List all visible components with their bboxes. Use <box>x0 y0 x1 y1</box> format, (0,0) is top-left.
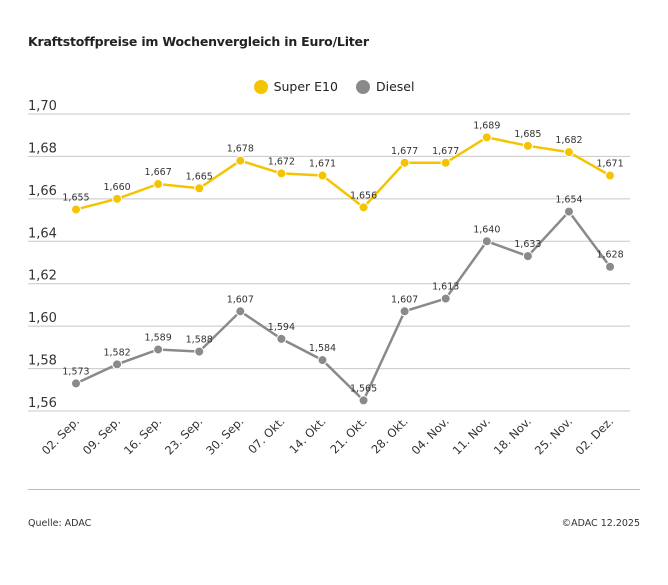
data-label: 1,613 <box>432 282 459 293</box>
data-label: 1,633 <box>514 239 541 250</box>
data-label: 1,640 <box>473 224 500 235</box>
data-point <box>440 157 451 168</box>
x-tick-label: 02. Dez. <box>573 414 617 458</box>
data-label: 1,607 <box>391 294 418 305</box>
data-label: 1,582 <box>103 347 130 358</box>
data-point <box>276 333 287 344</box>
data-label: 1,677 <box>432 146 459 157</box>
data-label: 1,671 <box>596 159 623 170</box>
data-point <box>563 206 574 217</box>
y-tick-label: 1,70 <box>28 99 57 114</box>
chart-title: Kraftstoffpreise im Wochenvergleich in E… <box>28 34 369 49</box>
data-point <box>276 168 287 179</box>
data-label: 1,565 <box>350 383 377 394</box>
data-point <box>235 306 246 317</box>
legend-swatch <box>355 79 370 94</box>
legend-label: Diesel <box>375 79 415 94</box>
y-tick-label: 1,66 <box>28 184 57 199</box>
data-label: 1,584 <box>309 343 336 354</box>
y-tick-label: 1,60 <box>28 311 57 326</box>
data-point <box>399 157 410 168</box>
data-point <box>440 293 451 304</box>
x-tick-label: 07. Okt. <box>245 414 287 456</box>
data-point <box>522 251 533 262</box>
x-tick-label: 02. Sep. <box>39 414 82 457</box>
data-label: 1,677 <box>391 146 418 157</box>
data-label: 1,656 <box>350 190 377 201</box>
x-tick-label: 28. Okt. <box>368 414 410 456</box>
data-point <box>522 140 533 151</box>
data-label: 1,660 <box>103 182 130 193</box>
y-tick-label: 1,64 <box>28 226 57 241</box>
legend-item-diesel: Diesel <box>355 79 415 94</box>
data-point <box>399 306 410 317</box>
x-tick-label: 14. Okt. <box>286 414 328 456</box>
y-tick-label: 1,56 <box>28 396 57 411</box>
data-label: 1,667 <box>145 167 172 178</box>
source-note: Quelle: ADAC <box>28 518 92 529</box>
data-point <box>235 155 246 166</box>
divider <box>28 489 640 490</box>
x-tick-label: 23. Sep. <box>162 414 205 457</box>
data-point <box>563 147 574 158</box>
copyright-note: ©ADAC 12.2025 <box>561 518 640 529</box>
data-point <box>71 204 81 215</box>
data-point <box>194 346 205 357</box>
data-label: 1,588 <box>186 335 213 346</box>
data-label: 1,654 <box>555 195 582 206</box>
data-label: 1,594 <box>268 322 295 333</box>
x-tick-label: 09. Sep. <box>80 414 123 457</box>
x-tick-label: 18. Nov. <box>491 414 534 457</box>
x-tick-label: 21. Okt. <box>327 414 369 456</box>
legend-item-super-e10: Super E10 <box>253 79 338 94</box>
data-point <box>112 359 123 370</box>
data-label: 1,573 <box>62 366 89 377</box>
data-point <box>605 261 616 272</box>
y-tick-label: 1,62 <box>28 269 57 284</box>
data-label: 1,655 <box>62 192 89 203</box>
data-point <box>481 236 492 247</box>
x-tick-label: 25. Nov. <box>532 414 575 457</box>
data-label: 1,682 <box>555 135 582 146</box>
legend-swatch <box>253 79 268 94</box>
x-tick-label: 16. Sep. <box>121 414 164 457</box>
data-point <box>194 183 205 194</box>
data-point <box>317 170 328 181</box>
x-tick-label: 11. Nov. <box>450 414 493 457</box>
legend-label: Super E10 <box>273 79 338 94</box>
data-point <box>317 355 328 366</box>
data-label: 1,665 <box>186 171 213 182</box>
data-point <box>71 378 81 389</box>
data-label: 1,689 <box>473 120 500 131</box>
data-label: 1,671 <box>309 159 336 170</box>
data-label: 1,672 <box>268 156 295 167</box>
series-line <box>75 136 611 211</box>
y-tick-label: 1,68 <box>28 141 57 156</box>
series-line <box>75 209 612 403</box>
y-tick-label: 1,58 <box>28 354 57 369</box>
data-point <box>153 344 164 355</box>
data-point <box>605 170 616 181</box>
data-label: 1,685 <box>514 129 541 140</box>
data-point <box>358 395 369 406</box>
data-point <box>153 179 164 190</box>
data-point <box>112 193 123 204</box>
data-label: 1,628 <box>596 250 623 261</box>
legend: Super E10 Diesel <box>0 79 668 94</box>
data-label: 1,589 <box>145 332 172 343</box>
data-label: 1,607 <box>227 294 254 305</box>
x-tick-label: 30. Sep. <box>203 414 246 457</box>
data-point <box>481 132 492 143</box>
x-tick-label: 04. Nov. <box>409 414 452 457</box>
data-point <box>358 202 369 213</box>
data-label: 1,678 <box>227 144 254 155</box>
